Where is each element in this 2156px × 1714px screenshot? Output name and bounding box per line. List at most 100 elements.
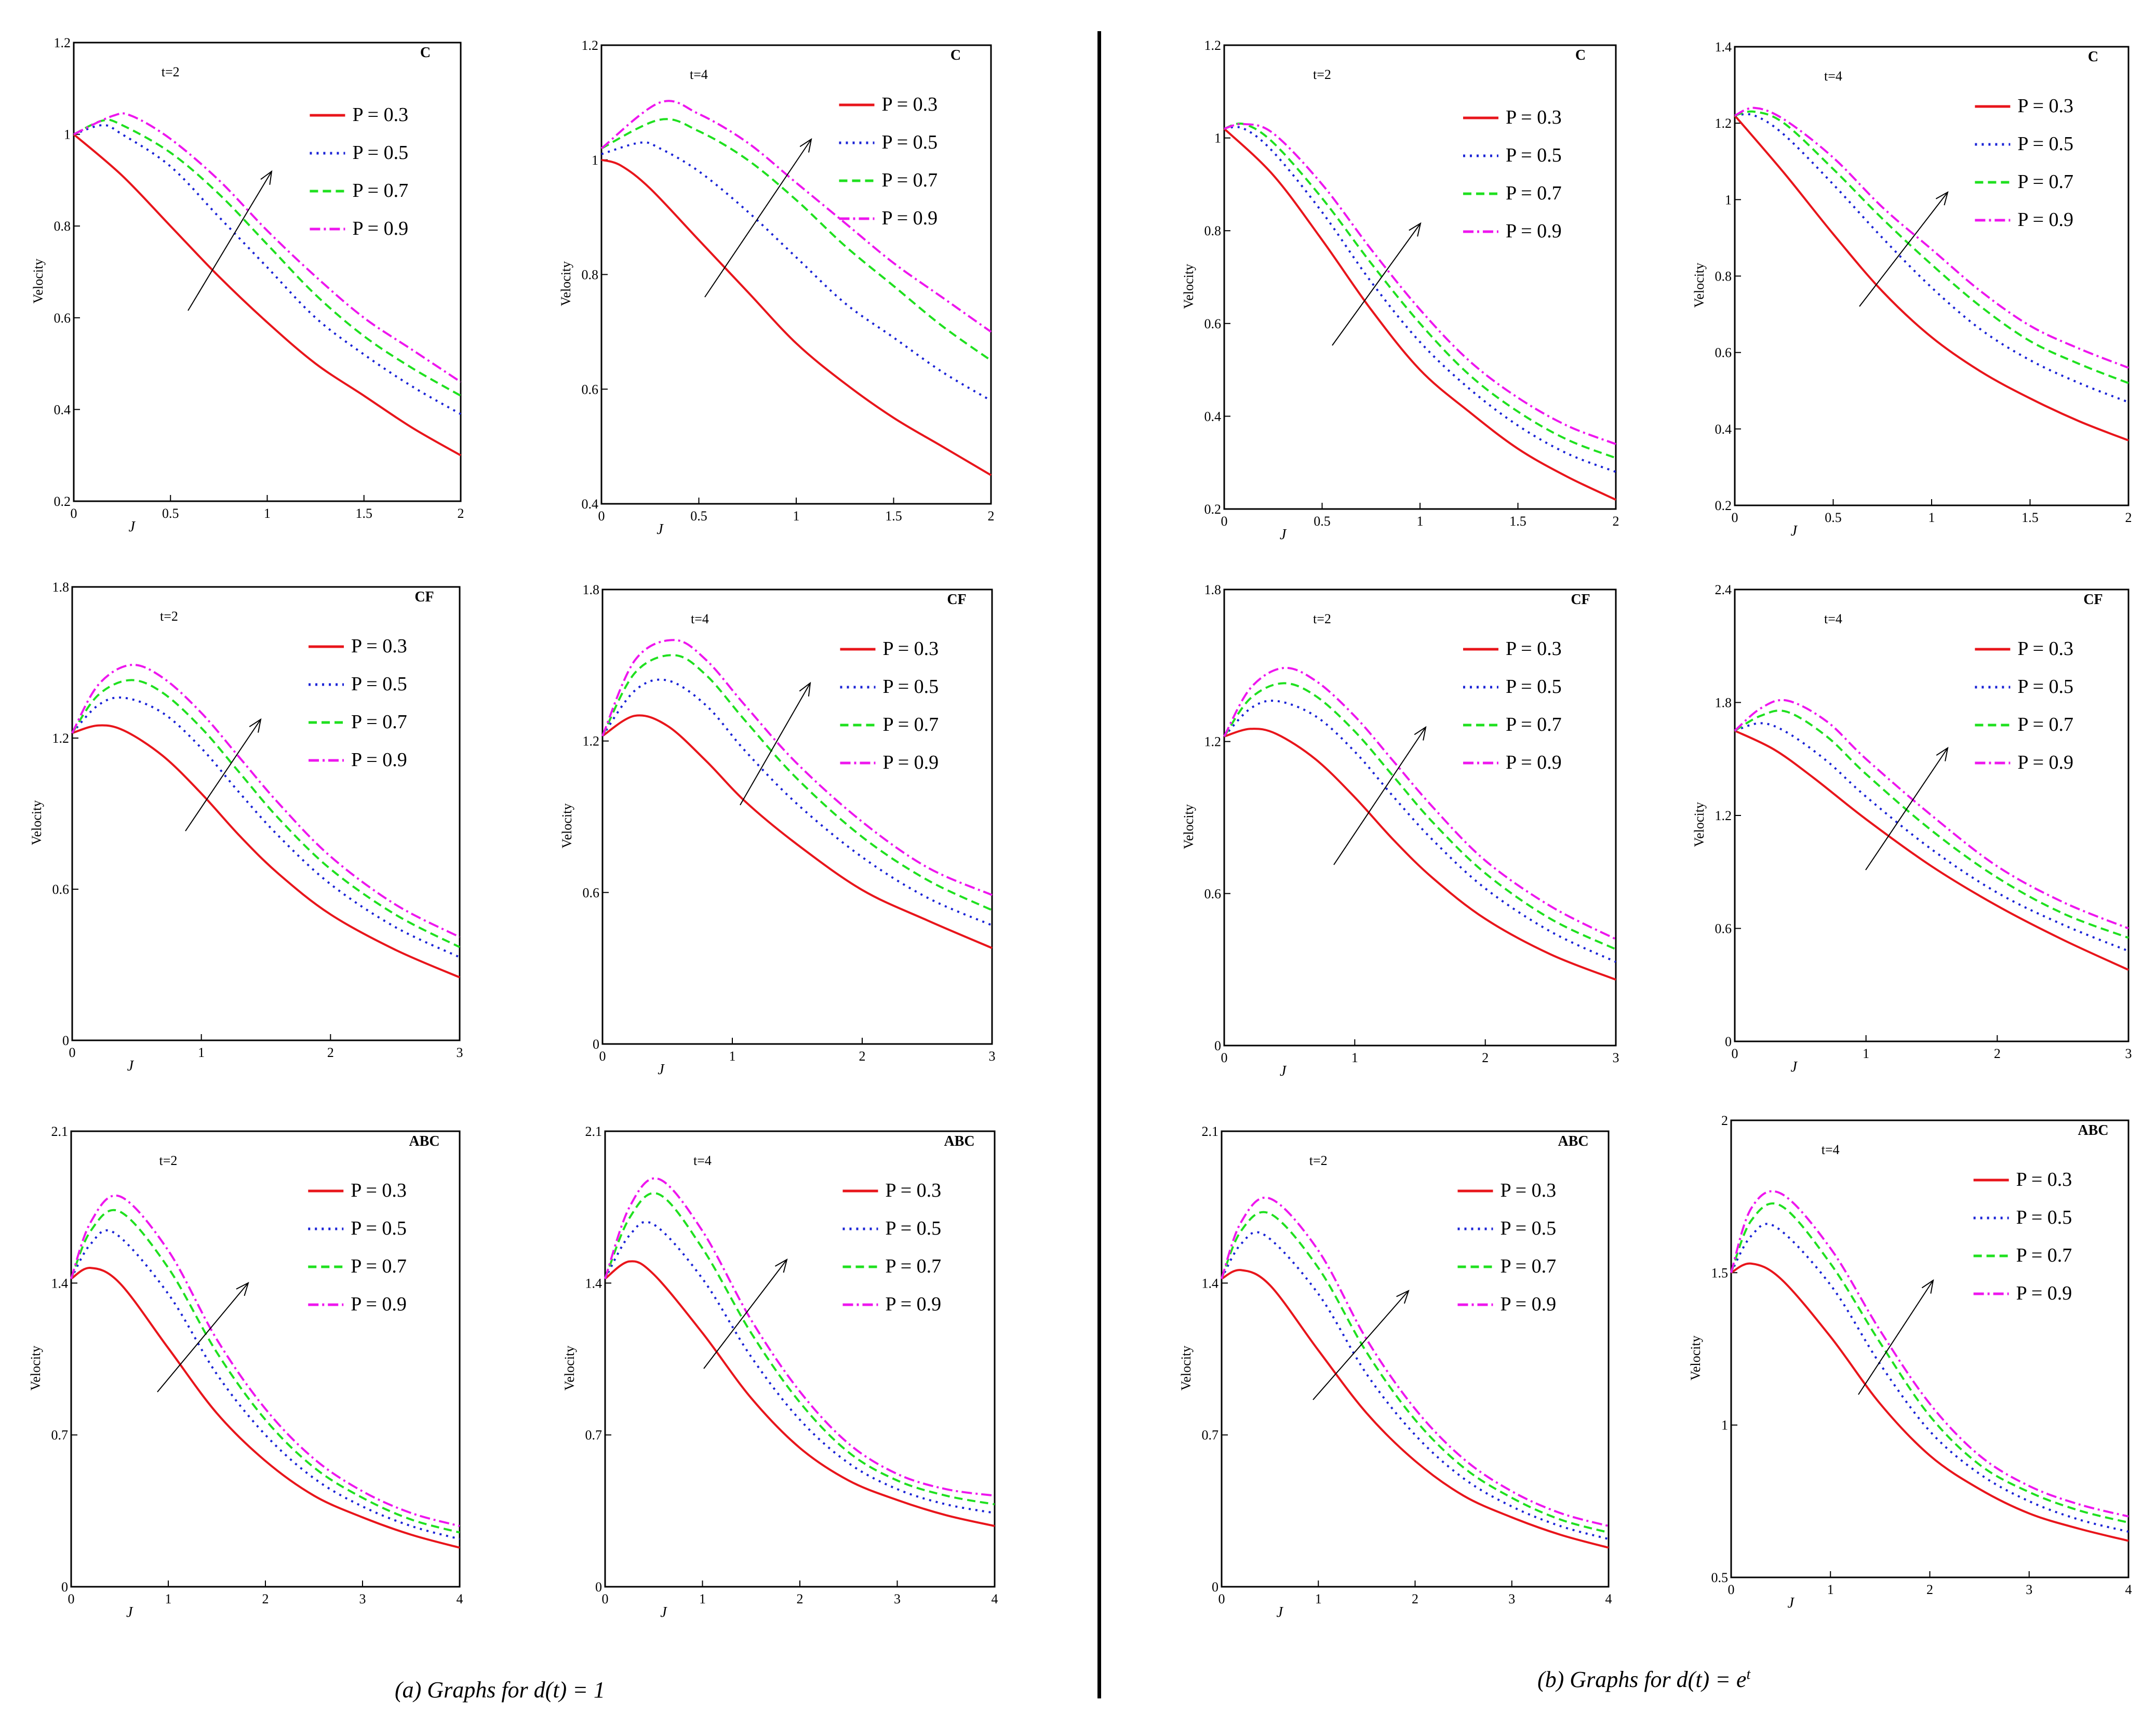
legend-label: P = 0.7: [2016, 1244, 2072, 1266]
series-line-07: [1221, 1211, 1609, 1534]
trend-arrow: [1333, 727, 1426, 865]
legend-label: P = 0.9: [1500, 1293, 1556, 1315]
series-line-05: [1734, 113, 2129, 404]
legend-label: P = 0.7: [883, 714, 939, 735]
y-tick-label: 2.4: [1715, 582, 1732, 597]
x-tick-label: 2: [988, 508, 995, 524]
series-line-07: [71, 679, 460, 948]
legend-label: P = 0.5: [883, 676, 939, 698]
panel-title: C: [2088, 49, 2098, 65]
series-line-07: [1224, 122, 1616, 459]
y-tick-label: 1.4: [51, 1276, 69, 1291]
legend-label: P = 0.9: [886, 1293, 942, 1315]
chart-panel-8: 0 1 2 3 0 0.6 1.2 1.8 2.4 Velocity J CF t=4 P = 0.3 P …: [1692, 582, 2132, 1075]
trend-arrow: [740, 682, 811, 806]
trend-arrow-head: [1935, 191, 1949, 206]
legend-label: P = 0.5: [1500, 1217, 1556, 1239]
x-axis-label: J: [126, 1604, 133, 1621]
y-tick-label: 0.7: [51, 1428, 69, 1443]
plot-frame: [1223, 588, 1617, 1047]
y-axis-label: Velocity: [28, 1346, 43, 1391]
trend-arrow-head: [236, 1282, 249, 1296]
legend-label: P = 0.9: [2016, 1282, 2072, 1304]
x-tick-label: 1: [793, 508, 800, 524]
time-label: t=2: [159, 1153, 178, 1168]
x-tick-label: 1: [1827, 1582, 1834, 1597]
x-axis-label: J: [660, 1604, 667, 1621]
x-tick-label: 4: [992, 1591, 998, 1606]
caption-b: (b) Graphs for d(t) = et: [1537, 1666, 1750, 1693]
y-axis-label: Velocity: [31, 259, 46, 304]
legend-label: P = 0.3: [351, 1180, 407, 1201]
series-line-07: [1734, 709, 2129, 939]
x-tick-label: 2: [458, 506, 464, 521]
trend-arrow: [703, 1259, 787, 1369]
series-line-09: [1223, 666, 1616, 940]
x-tick-label: 2: [859, 1049, 866, 1064]
chart-panel-7: 0 1 2 3 0 0.6 1.2 1.8 Velocity J CF t=2 P = 0.3 P = 0…: [1181, 582, 1619, 1079]
y-tick-label: 0.6: [1715, 921, 1732, 936]
y-tick-label: 0.8: [54, 219, 71, 234]
time-label: t=2: [1313, 67, 1331, 82]
legend-label: P = 0.7: [1500, 1255, 1556, 1277]
y-tick-label: 2: [1721, 1113, 1728, 1128]
x-tick-label: 2: [262, 1591, 269, 1606]
y-axis-label: Velocity: [1181, 264, 1196, 309]
panel-title: C: [420, 45, 431, 61]
time-label: t=4: [693, 1153, 712, 1168]
x-tick-label: 0: [1732, 1046, 1738, 1061]
y-tick-label: 1: [1214, 131, 1221, 146]
panel-title: CF: [1571, 592, 1590, 608]
series-line-03: [604, 1260, 995, 1528]
trend-arrow: [704, 139, 812, 298]
legend-label: P = 0.3: [2017, 95, 2073, 117]
y-tick-label: 1.2: [1715, 808, 1732, 823]
legend-label: P = 0.3: [1506, 638, 1562, 660]
time-label: t=4: [1822, 1142, 1840, 1157]
panel-title: ABC: [409, 1133, 439, 1149]
x-tick-label: 0: [598, 508, 605, 524]
y-tick-label: 0.6: [583, 885, 600, 900]
series-line-05: [1221, 1231, 1609, 1541]
x-tick-label: 1: [1417, 514, 1424, 529]
x-axis-label: J: [1790, 1059, 1798, 1075]
y-tick-label: 1.2: [1715, 116, 1732, 131]
y-tick-label: 0.6: [52, 882, 70, 897]
x-tick-label: 3: [2125, 1046, 2132, 1061]
y-tick-label: 0.2: [54, 494, 71, 509]
legend-label: P = 0.9: [882, 207, 938, 229]
legend-label: P = 0.5: [352, 142, 408, 164]
series-line-05: [1730, 1223, 2129, 1533]
series-line-03: [601, 714, 993, 949]
chart-panel-10: 0 1 2 3 4 0 0.7 1.4 2.1 Velocity J ABC t=4 P = 0.3 P =…: [562, 1124, 998, 1621]
panel-title: C: [1575, 47, 1586, 63]
caption-a: (a) Graphs for d(t) = 1: [395, 1677, 605, 1703]
legend-label: P = 0.3: [2017, 638, 2073, 660]
plot-frame: [71, 586, 461, 1041]
x-tick-label: 1: [699, 1591, 706, 1606]
y-tick-label: 1.2: [1204, 734, 1222, 749]
x-tick-label: 2: [1926, 1582, 1933, 1597]
x-tick-label: 2: [1994, 1046, 2001, 1061]
x-tick-label: 2: [2125, 510, 2132, 525]
legend-label: P = 0.3: [2016, 1169, 2072, 1190]
legend-label: P = 0.9: [351, 1293, 407, 1315]
time-label: t=2: [160, 609, 178, 624]
chart-panel-3: 0 0.5 1 1.5 2 0.2 0.4 0.6 0.8 1 1.2 Velocity J Ct=2 P …: [1181, 38, 1619, 543]
x-tick-label: 0.5: [162, 506, 179, 521]
series-line-03: [1221, 1269, 1609, 1549]
y-tick-label: 0.8: [582, 267, 599, 283]
trend-arrow: [157, 1282, 249, 1392]
trend-arrow-head: [799, 138, 812, 153]
series-line-09: [71, 664, 460, 938]
y-tick-label: 0.6: [1204, 886, 1222, 901]
trend-arrow: [1313, 1290, 1409, 1400]
x-tick-label: 1: [264, 506, 271, 521]
time-label: t=4: [690, 67, 708, 82]
legend-label: P = 0.7: [352, 180, 408, 202]
time-label: t=2: [162, 64, 180, 79]
panel-title: ABC: [1558, 1133, 1588, 1149]
y-tick-label: 1: [592, 153, 598, 168]
